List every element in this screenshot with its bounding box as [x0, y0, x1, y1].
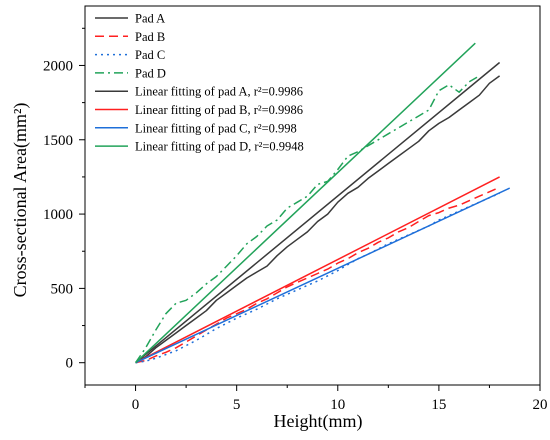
x-tick-label: 20	[533, 397, 548, 413]
ticks-layer: 0 5 10 15 20 0 500 1000 1500 2000	[43, 27, 548, 413]
legend-label-6: Linear fitting of pad B, r²=0.9986	[135, 103, 303, 117]
legend-label-7: Linear fitting of pad C, r²=0.998	[135, 121, 297, 135]
legend: Pad A Pad B Pad C Pad D Linear fitting of pa…	[95, 12, 304, 154]
plot-frame	[84, 5, 541, 386]
x-tick-label: 15	[431, 397, 446, 413]
series-line-8	[135, 42, 476, 364]
plot-area-border	[84, 5, 541, 386]
y-tick-label: 500	[51, 281, 74, 297]
series-line-3	[135, 192, 500, 364]
y-tick-label: 1500	[43, 133, 73, 149]
series-line-5	[135, 61, 501, 364]
legend-label-2: Pad B	[135, 30, 165, 44]
series-line-2	[135, 186, 500, 364]
y-tick-label: 2000	[43, 58, 73, 74]
x-tick-label: 5	[233, 397, 241, 413]
legend-label-5: Linear fitting of pad A, r²=0.9986	[135, 85, 303, 99]
y-axis-title: Cross-sectional Area(mm²)	[10, 103, 31, 298]
legend-label-8: Linear fitting of pad D, r²=0.9948	[135, 140, 304, 154]
series-line-6	[135, 176, 500, 364]
series-line-4	[134, 75, 480, 364]
x-axis-title: Height(mm)	[274, 411, 363, 432]
legend-label-1: Pad A	[135, 12, 165, 26]
legend-label-3: Pad C	[135, 48, 165, 62]
y-tick-label: 1000	[43, 207, 73, 223]
series-line-1	[135, 75, 501, 364]
x-tick-label: 0	[132, 397, 140, 413]
x-tick-label: 10	[330, 397, 345, 413]
y-tick-label: 0	[66, 356, 74, 372]
series-line-7	[135, 187, 511, 364]
legend-label-4: Pad D	[135, 66, 166, 80]
series-layer	[134, 42, 511, 364]
